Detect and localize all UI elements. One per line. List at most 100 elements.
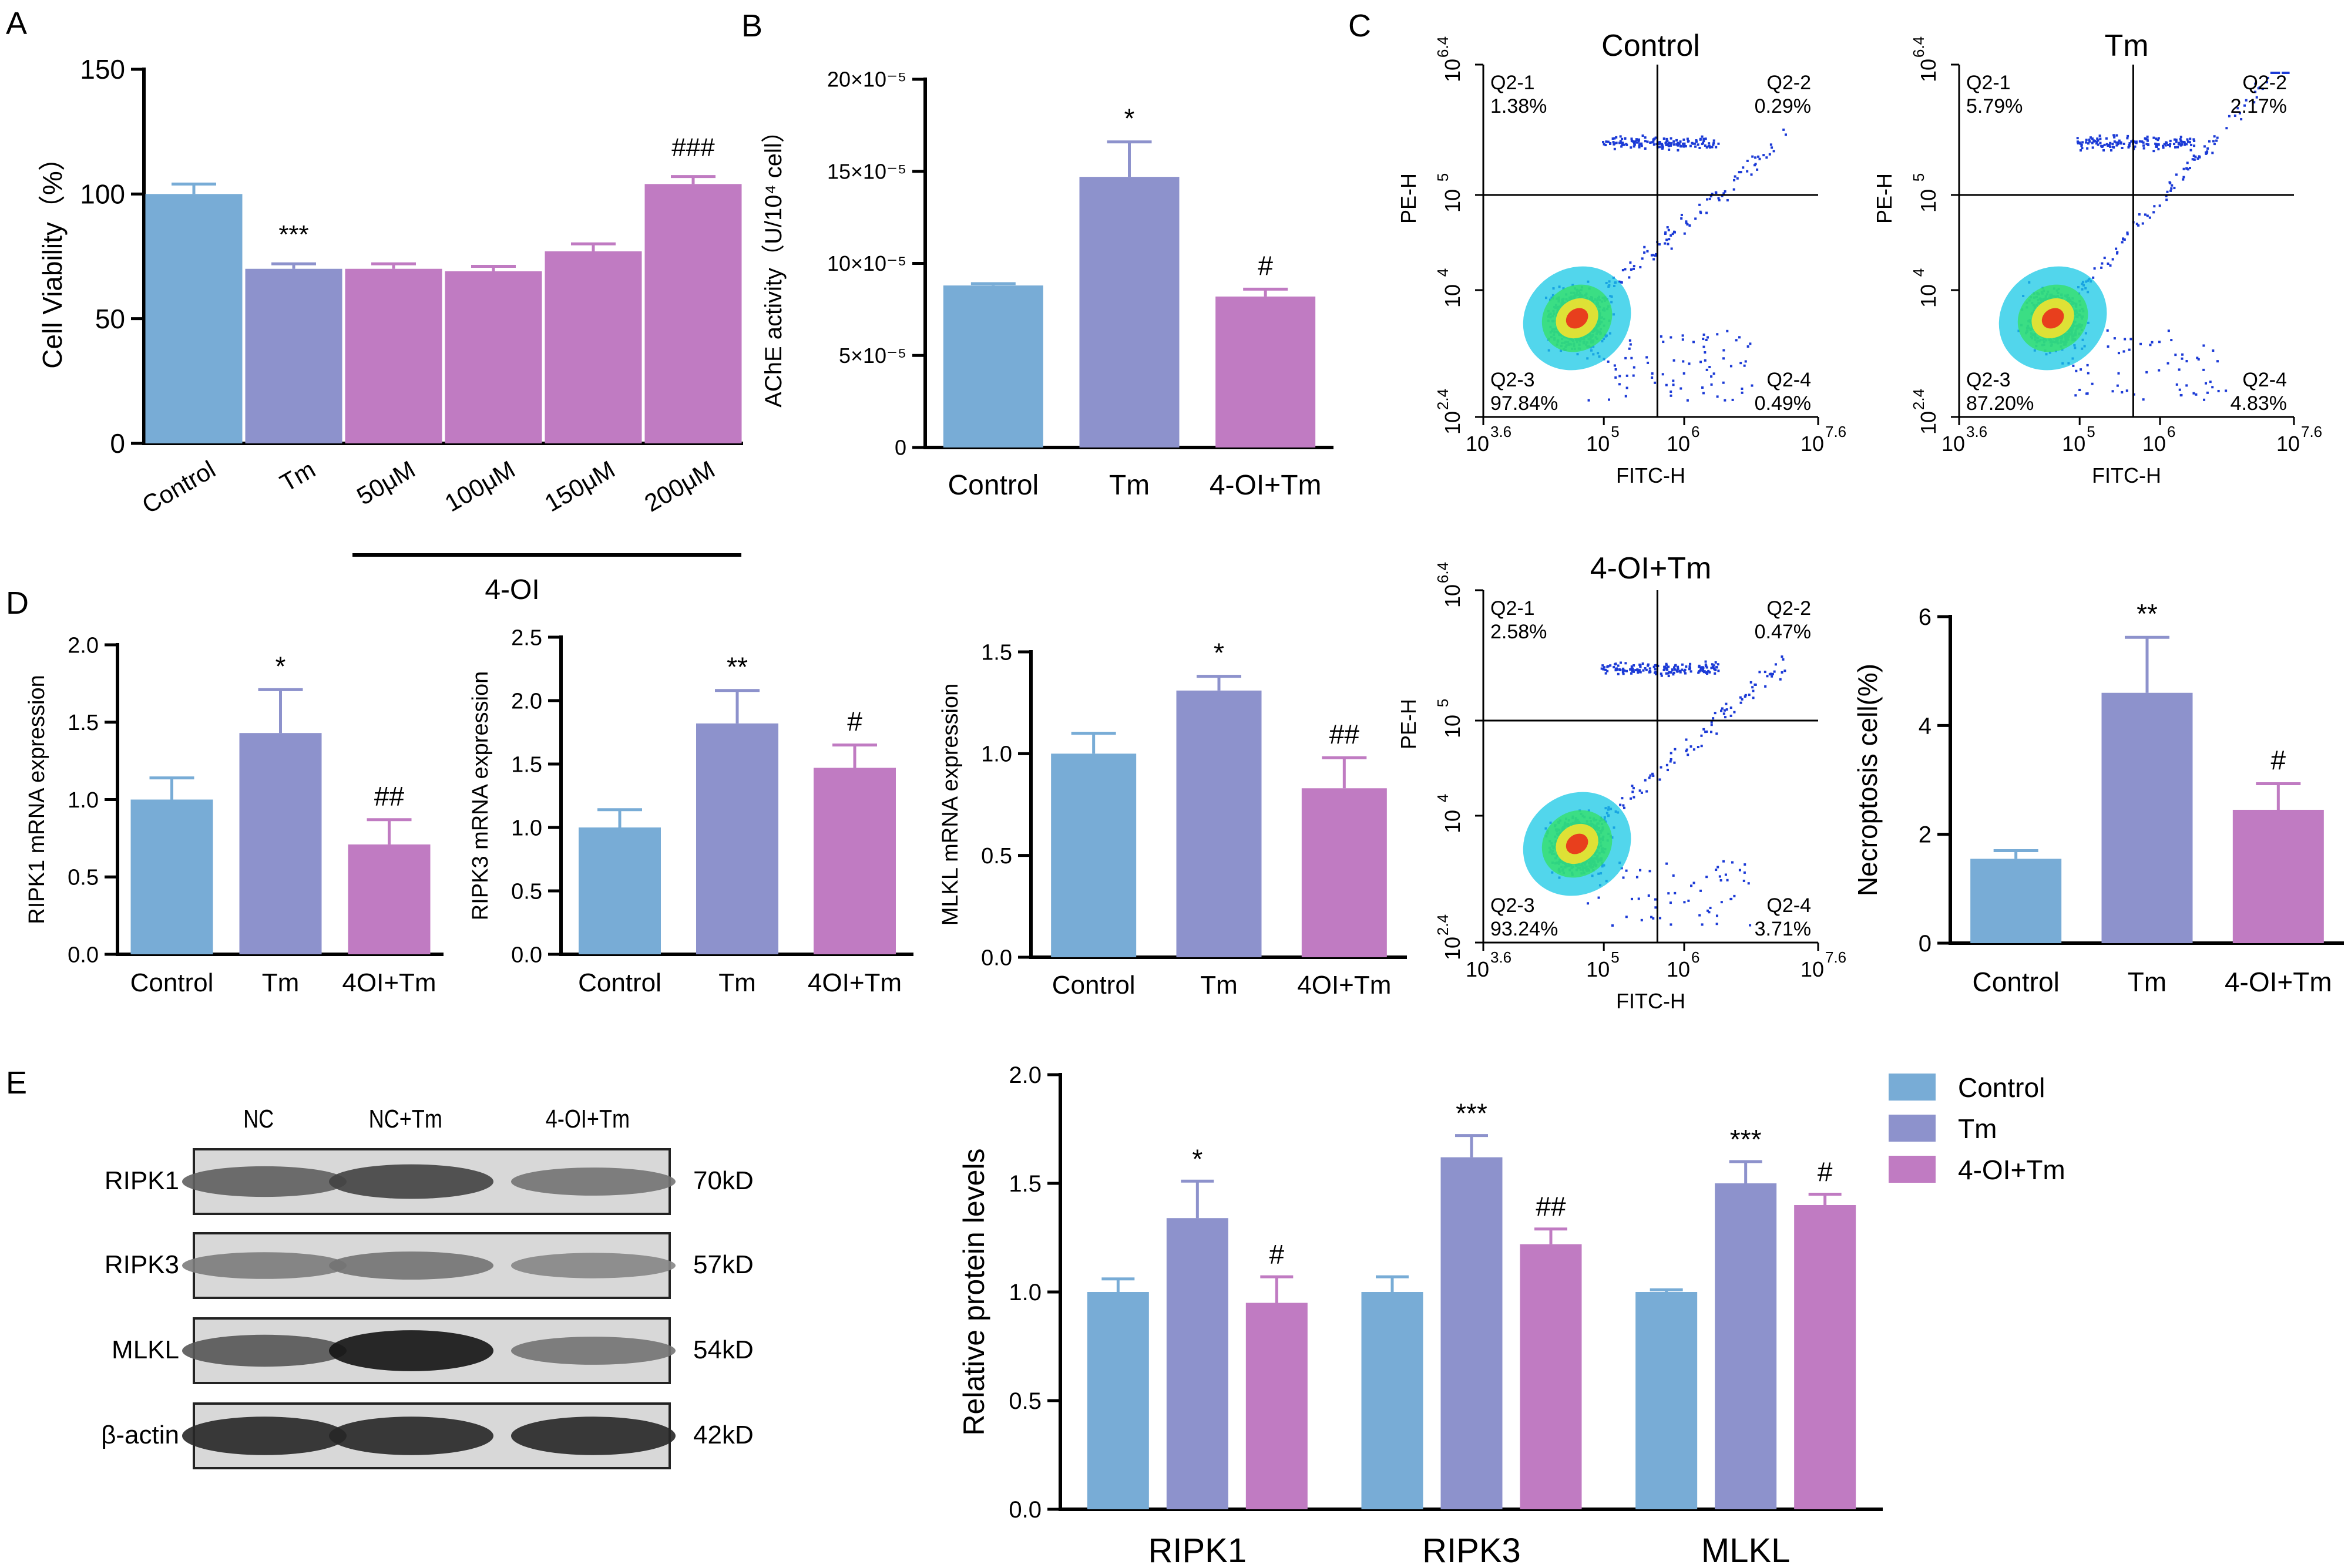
flow-y-tick-exponent: 6.4 [1910, 36, 1927, 58]
event-dot [2074, 394, 2077, 397]
x-category-label: Tm [1200, 971, 1238, 1000]
event-dot [1704, 660, 1707, 663]
event-dot [2182, 167, 2185, 170]
event-dot [1749, 681, 1752, 684]
event-dot [2152, 136, 2155, 139]
flow-y-tick-base: 10 [1440, 810, 1464, 833]
event-dot [1675, 139, 1678, 142]
event-dot [1618, 280, 1621, 283]
event-dot [1609, 664, 1612, 667]
event-dot [1699, 210, 1702, 213]
event-dot [2099, 137, 2102, 140]
event-dot [1739, 362, 1742, 365]
event-dot [1697, 671, 1700, 674]
event-dot [1619, 135, 1622, 138]
event-dot [2197, 358, 2200, 361]
quadrant-percent: 0.49% [1755, 392, 1811, 415]
event-dot [2085, 392, 2088, 395]
significance-label: ## [1329, 719, 1360, 749]
bar [1051, 753, 1137, 957]
event-dot [1674, 668, 1677, 671]
event-dot [1624, 268, 1627, 271]
event-dot [1699, 667, 1702, 669]
event-dot [1708, 142, 1711, 145]
event-dot [1708, 366, 1711, 369]
event-dot [2179, 138, 2182, 141]
event-dot [2193, 144, 2196, 147]
event-dot [1722, 712, 1725, 715]
bar [239, 733, 322, 954]
event-dot [2072, 364, 2075, 367]
quadrant-name: Q2-2 [1766, 72, 1811, 94]
event-dot [1670, 144, 1672, 147]
event-dot [2146, 138, 2149, 141]
flow-x-axis-title: FITC-H [1616, 989, 1685, 1013]
event-dot [2270, 72, 2273, 74]
flow-x-tick-exponent: 3.6 [1490, 423, 1511, 440]
event-dot [1702, 142, 1705, 144]
y-tick-label: 2 [1919, 822, 1932, 848]
event-dot [2203, 398, 2206, 401]
event-dot [1665, 143, 1668, 146]
event-dot [2225, 127, 2228, 130]
event-dot [1647, 664, 1650, 667]
event-dot [2205, 152, 2208, 155]
event-dot [1697, 143, 1699, 146]
event-dot [1666, 668, 1669, 671]
event-dot [1705, 876, 1708, 879]
event-dot [2076, 137, 2079, 140]
event-dot [1735, 339, 1738, 342]
event-dot [1701, 668, 1704, 671]
event-dot [1655, 253, 1658, 255]
event-dot [1679, 387, 1682, 390]
event-dot [2165, 141, 2168, 144]
event-dot [2205, 151, 2208, 154]
event-dot [2183, 142, 2186, 144]
event-dot [1748, 694, 1751, 696]
event-dot [2128, 144, 2131, 147]
event-dot [1721, 194, 1724, 197]
chart-ripk1-mrna: 0.0 0.5 1.0 1.5 2.0 RIPK1 mRNA expression Cont… [25, 633, 444, 997]
y-tick-label: 2.0 [1009, 1062, 1042, 1088]
x-category-label: Control [137, 455, 220, 519]
event-dot [1612, 141, 1615, 144]
event-dot [2119, 141, 2122, 144]
event-dot [1704, 144, 1707, 147]
event-dot [2095, 140, 2098, 143]
significance-label: # [1269, 1239, 1285, 1270]
x-category-label: Control [948, 470, 1039, 501]
flow-x-tick-base: 10 [1586, 432, 1610, 456]
event-dot [2266, 76, 2269, 79]
x-category-label: 4-OI+Tm [1210, 470, 1322, 501]
event-dot [1678, 669, 1681, 672]
significance-label: *** [1456, 1098, 1487, 1129]
event-dot [2075, 369, 2078, 372]
event-dot [1631, 669, 1634, 672]
legend-label: Control [1958, 1072, 2045, 1103]
event-dot [1632, 796, 1635, 799]
event-dot [2117, 372, 2120, 375]
event-dot [1733, 179, 1736, 181]
event-dot [1677, 149, 1679, 152]
event-dot [2109, 142, 2112, 144]
x-category-label: Tm [2128, 967, 2166, 997]
event-dot [1708, 671, 1711, 674]
event-dot [1624, 137, 1627, 140]
event-dot [1641, 662, 1644, 665]
event-dot [1640, 918, 1643, 921]
event-dot [1625, 386, 1628, 389]
event-dot [1652, 138, 1655, 141]
event-dot [1724, 709, 1726, 712]
event-dot [1672, 143, 1675, 146]
event-dot [1746, 159, 1749, 162]
event-dot [1752, 689, 1755, 692]
event-dot [2186, 140, 2189, 143]
event-dot [1706, 198, 1709, 201]
event-dot [1674, 231, 1677, 234]
event-dot [2175, 173, 2178, 176]
y-tick-label: 2.0 [68, 633, 99, 658]
event-dot [1722, 381, 1725, 384]
event-dot [2141, 222, 2144, 225]
event-dot [2121, 391, 2124, 393]
event-dot [2091, 146, 2094, 149]
